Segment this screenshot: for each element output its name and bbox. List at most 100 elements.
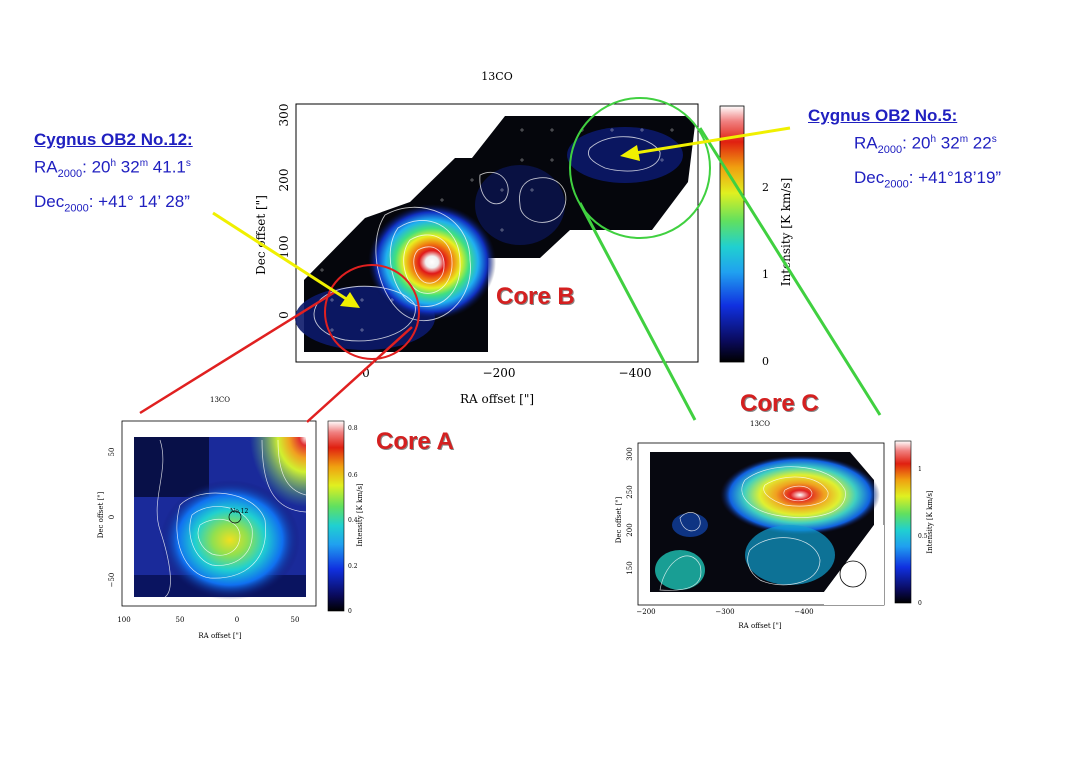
main-map-xtick: −200 xyxy=(483,366,516,380)
core-a-cbar-tick: 0 xyxy=(348,608,352,615)
core-c-cbar-tick: 0.5 xyxy=(918,533,928,540)
core-a-cbar-tick: 0.6 xyxy=(348,472,358,479)
dec-value: : +41° 14’ 28” xyxy=(88,192,190,212)
ra-seconds-unit: s xyxy=(185,158,191,169)
ra-hours: 20 xyxy=(91,157,111,177)
ra-seconds: 41.1 xyxy=(152,157,186,177)
main-map-cbar-tick: 0 xyxy=(762,355,769,368)
main-map-xtick: 0 xyxy=(362,366,370,380)
main-map: 13CO 0 −200 −400 RA offset ["] xyxy=(254,70,793,406)
main-map-ytick: 200 xyxy=(277,169,291,192)
main-map-ytick: 300 xyxy=(277,104,291,127)
no5-ra: RA2000: 20h 32m 22s xyxy=(854,133,997,157)
no12-dec: Dec2000: +41° 14’ 28” xyxy=(34,188,193,222)
core-a-contours xyxy=(156,439,307,598)
core-a-colorbar-label: Intensity [K km/s] xyxy=(356,483,364,547)
ra-sub: 2000 xyxy=(877,144,903,157)
core-c-xtick: −300 xyxy=(715,608,734,616)
core-c-ytick: 200 xyxy=(626,523,634,536)
core-c-colorbar xyxy=(894,440,912,604)
ra-label: RA xyxy=(854,133,878,153)
core-b-label: Core B xyxy=(496,283,575,310)
core-a-map: 13CO No.12 100 50 0 50 RA offset ["] 50 … xyxy=(97,396,364,640)
main-map-axes: 0 −200 −400 RA offset ["] 0 100 200 300 … xyxy=(254,104,651,406)
ra-minutes: 32 xyxy=(940,133,960,153)
core-c-colorbar-ticks: 0 0.5 1 xyxy=(918,466,928,607)
core-a-xlabel: RA offset ["] xyxy=(198,632,241,640)
core-c-circle xyxy=(569,97,711,239)
main-map-colorbar xyxy=(719,105,745,363)
main-map-ylabel: Dec offset ["] xyxy=(254,195,268,275)
core-a-star-marker xyxy=(228,510,242,524)
core-c-xtick: −200 xyxy=(636,608,655,616)
core-c-small-emission xyxy=(672,513,708,537)
core-c-beam xyxy=(839,560,867,588)
ra-hours-unit: h xyxy=(110,158,117,169)
core-c-cbar-tick: 1 xyxy=(918,466,922,473)
no12-ra: RA2000: 20h 32m 41.1s xyxy=(34,157,191,181)
core-a-cbar-tick: 0.4 xyxy=(348,517,358,524)
core-a-colorbar xyxy=(327,420,345,612)
overlays xyxy=(139,97,882,423)
core-c-xtick: −400 xyxy=(794,608,813,616)
main-map-title: 13CO xyxy=(481,70,512,83)
core-c-xlabel: RA offset ["] xyxy=(738,622,781,630)
dec-sub: 2000 xyxy=(64,202,89,215)
dec-label: Dec xyxy=(34,192,65,212)
core-a-peak xyxy=(160,480,300,600)
main-map-ytick: 100 xyxy=(277,236,291,259)
ra-minutes-unit: m xyxy=(959,134,969,145)
core-c-label: Core C xyxy=(740,390,819,417)
core-c-peak xyxy=(720,455,880,535)
main-map-xlabel: RA offset ["] xyxy=(460,392,534,406)
main-map-colorbar-label: Intensity [K km/s] xyxy=(779,178,793,287)
main-map-cbar-tick: 2 xyxy=(762,181,769,194)
dec-value: : +41°18’19” xyxy=(908,168,1002,188)
dec-label: Dec xyxy=(854,168,885,188)
core-a-xtick: 0 xyxy=(235,616,239,624)
core-c-blank-corner xyxy=(824,525,884,605)
core-a-annotation: No.12 xyxy=(230,508,248,515)
core-c-ytick: 300 xyxy=(626,447,634,460)
core-c-colorbar-label: Intensity [K km/s] xyxy=(926,490,934,554)
core-c-zoom-line-right xyxy=(698,127,882,416)
core-a-zoom-line-left xyxy=(139,290,336,415)
core-a-ytick: 0 xyxy=(108,515,116,519)
core-a-label: Core A xyxy=(376,428,454,455)
core-c-ytick: 250 xyxy=(626,485,634,498)
no5-info: Cygnus OB2 No.5: RA2000: 20h 32m 22s Dec… xyxy=(808,106,1001,198)
core-c-map-title: 13CO xyxy=(750,420,770,428)
core-c-zoom-line-left xyxy=(578,202,697,421)
main-map-cbar-tick: 1 xyxy=(762,268,769,281)
no12-info: Cygnus OB2 No.12: RA2000: 20h 32m 41.1s … xyxy=(34,130,193,222)
no12-name: Cygnus OB2 No.12: xyxy=(34,130,193,149)
core-a-zoom-line-right xyxy=(306,326,413,423)
core-c-map: 13CO −200 −300 −400 RA offset ["] 150 20… xyxy=(615,420,934,630)
ra-hours: 20 xyxy=(911,133,931,153)
core-c-ytick: 150 xyxy=(626,561,634,574)
core-a-ytick: 50 xyxy=(108,448,116,457)
main-map-contours xyxy=(313,136,661,342)
ra-hours-unit: h xyxy=(930,134,937,145)
core-c-left-emission xyxy=(655,550,705,590)
core-a-ytick: −50 xyxy=(108,573,116,588)
ra-minutes-unit: m xyxy=(139,158,149,169)
dec-sub: 2000 xyxy=(884,178,909,191)
no5-dec: Dec2000: +41°18’19” xyxy=(808,164,1001,198)
core-c-contours xyxy=(659,466,846,591)
core-c-ylabel: Dec offset ["] xyxy=(615,496,623,543)
ra-seconds: 22 xyxy=(972,133,992,153)
core-a-xtick: 50 xyxy=(176,616,185,624)
no12-arrow xyxy=(212,211,360,308)
ra-sub: 2000 xyxy=(57,168,83,181)
core-a-cbar-tick: 0.8 xyxy=(348,425,358,432)
core-a-colorbar-ticks: 0 0.2 0.4 0.6 0.8 xyxy=(348,425,358,615)
core-c-lower-emission xyxy=(745,525,835,585)
core-a-xtick: 50 xyxy=(291,616,300,624)
main-map-ytick: 0 xyxy=(277,311,291,319)
core-a-xtick: 100 xyxy=(117,616,130,624)
core-a-cbar-tick: 0.2 xyxy=(348,563,358,570)
main-map-xtick: −400 xyxy=(619,366,652,380)
